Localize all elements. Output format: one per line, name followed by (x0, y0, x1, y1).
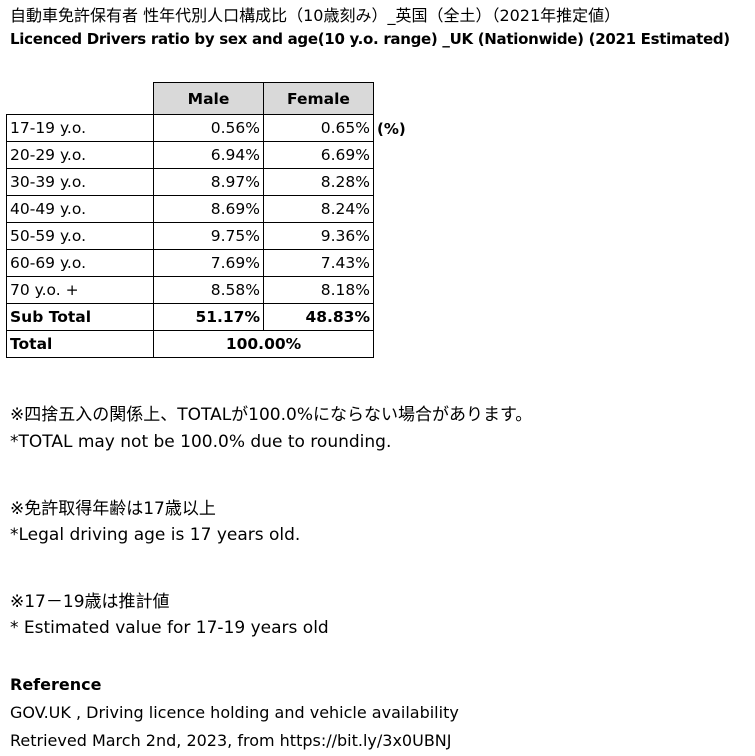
table-row: 30-39 y.o. 8.97% 8.28% (6, 168, 374, 196)
age-label: 20-29 y.o. (6, 141, 154, 169)
age-label: 50-59 y.o. (6, 222, 154, 250)
female-value: 7.43% (263, 249, 374, 277)
table-row: 60-69 y.o. 7.69% 7.43% (6, 249, 374, 277)
header-female: Female (263, 82, 374, 115)
male-value: 7.69% (153, 249, 264, 277)
note-age-en: *Legal driving age is 17 years old. (10, 525, 301, 545)
note-rounding-jp: ※四捨五入の関係上、TOTALが100.0%にならない場合があります。 (10, 405, 533, 425)
subtotal-label: Sub Total (6, 303, 154, 331)
note-rounding-en: *TOTAL may not be 100.0% due to rounding… (10, 432, 392, 452)
total-value: 100.00% (153, 330, 374, 358)
male-value: 0.56% (153, 114, 264, 142)
drivers-ratio-table: Male Female 17-19 y.o. 0.56% 0.65% 20-29 y.… (6, 82, 374, 358)
female-value: 0.65% (263, 114, 374, 142)
reference-retrieved: Retrieved March 2nd, 2023, from https://… (10, 731, 452, 750)
reference-source: GOV.UK , Driving licence holding and veh… (10, 703, 459, 722)
age-label: 30-39 y.o. (6, 168, 154, 196)
age-label: 60-69 y.o. (6, 249, 154, 277)
age-label: 70 y.o. + (6, 276, 154, 304)
total-label: Total (6, 330, 154, 358)
female-value: 8.18% (263, 276, 374, 304)
table-row: 70 y.o. +8.58% 8.18% (6, 276, 374, 304)
table-row: 50-59 y.o. 9.75% 9.36% (6, 222, 374, 250)
male-value: 8.69% (153, 195, 264, 223)
female-value: 9.36% (263, 222, 374, 250)
age-label: 40-49 y.o. (6, 195, 154, 223)
title-japanese: 自動車免許保有者 性年代別人口構成比（10歳刻み）_英国（全土）（2021年推定… (10, 6, 621, 25)
note-estimate-en: * Estimated value for 17-19 years old (10, 618, 329, 638)
female-value: 6.69% (263, 141, 374, 169)
table-row: 40-49 y.o. 8.69% 8.24% (6, 195, 374, 223)
note-age-jp: ※免許取得年齢は17歳以上 (10, 499, 216, 519)
subtotal-female: 48.83% (263, 303, 374, 331)
reference-heading: Reference (10, 675, 102, 694)
table-row: 17-19 y.o. 0.56% 0.65% (6, 114, 374, 142)
note-estimate-jp: ※17－19歳は推計値 (10, 592, 170, 612)
age-label: 17-19 y.o. (6, 114, 154, 142)
male-value: 9.75% (153, 222, 264, 250)
female-value: 8.24% (263, 195, 374, 223)
unit-label: (%) (377, 120, 406, 138)
total-row: Total 100.00% (6, 330, 374, 358)
header-blank (6, 82, 154, 115)
male-value: 8.58% (153, 276, 264, 304)
header-male: Male (153, 82, 264, 115)
male-value: 6.94% (153, 141, 264, 169)
table-row: 20-29 y.o. 6.94% 6.69% (6, 141, 374, 169)
female-value: 8.28% (263, 168, 374, 196)
title-english: Licenced Drivers ratio by sex and age(10… (10, 30, 730, 48)
subtotal-row: Sub Total 51.17% 48.83% (6, 303, 374, 331)
subtotal-male: 51.17% (153, 303, 264, 331)
male-value: 8.97% (153, 168, 264, 196)
table-header-row: Male Female (6, 82, 374, 115)
